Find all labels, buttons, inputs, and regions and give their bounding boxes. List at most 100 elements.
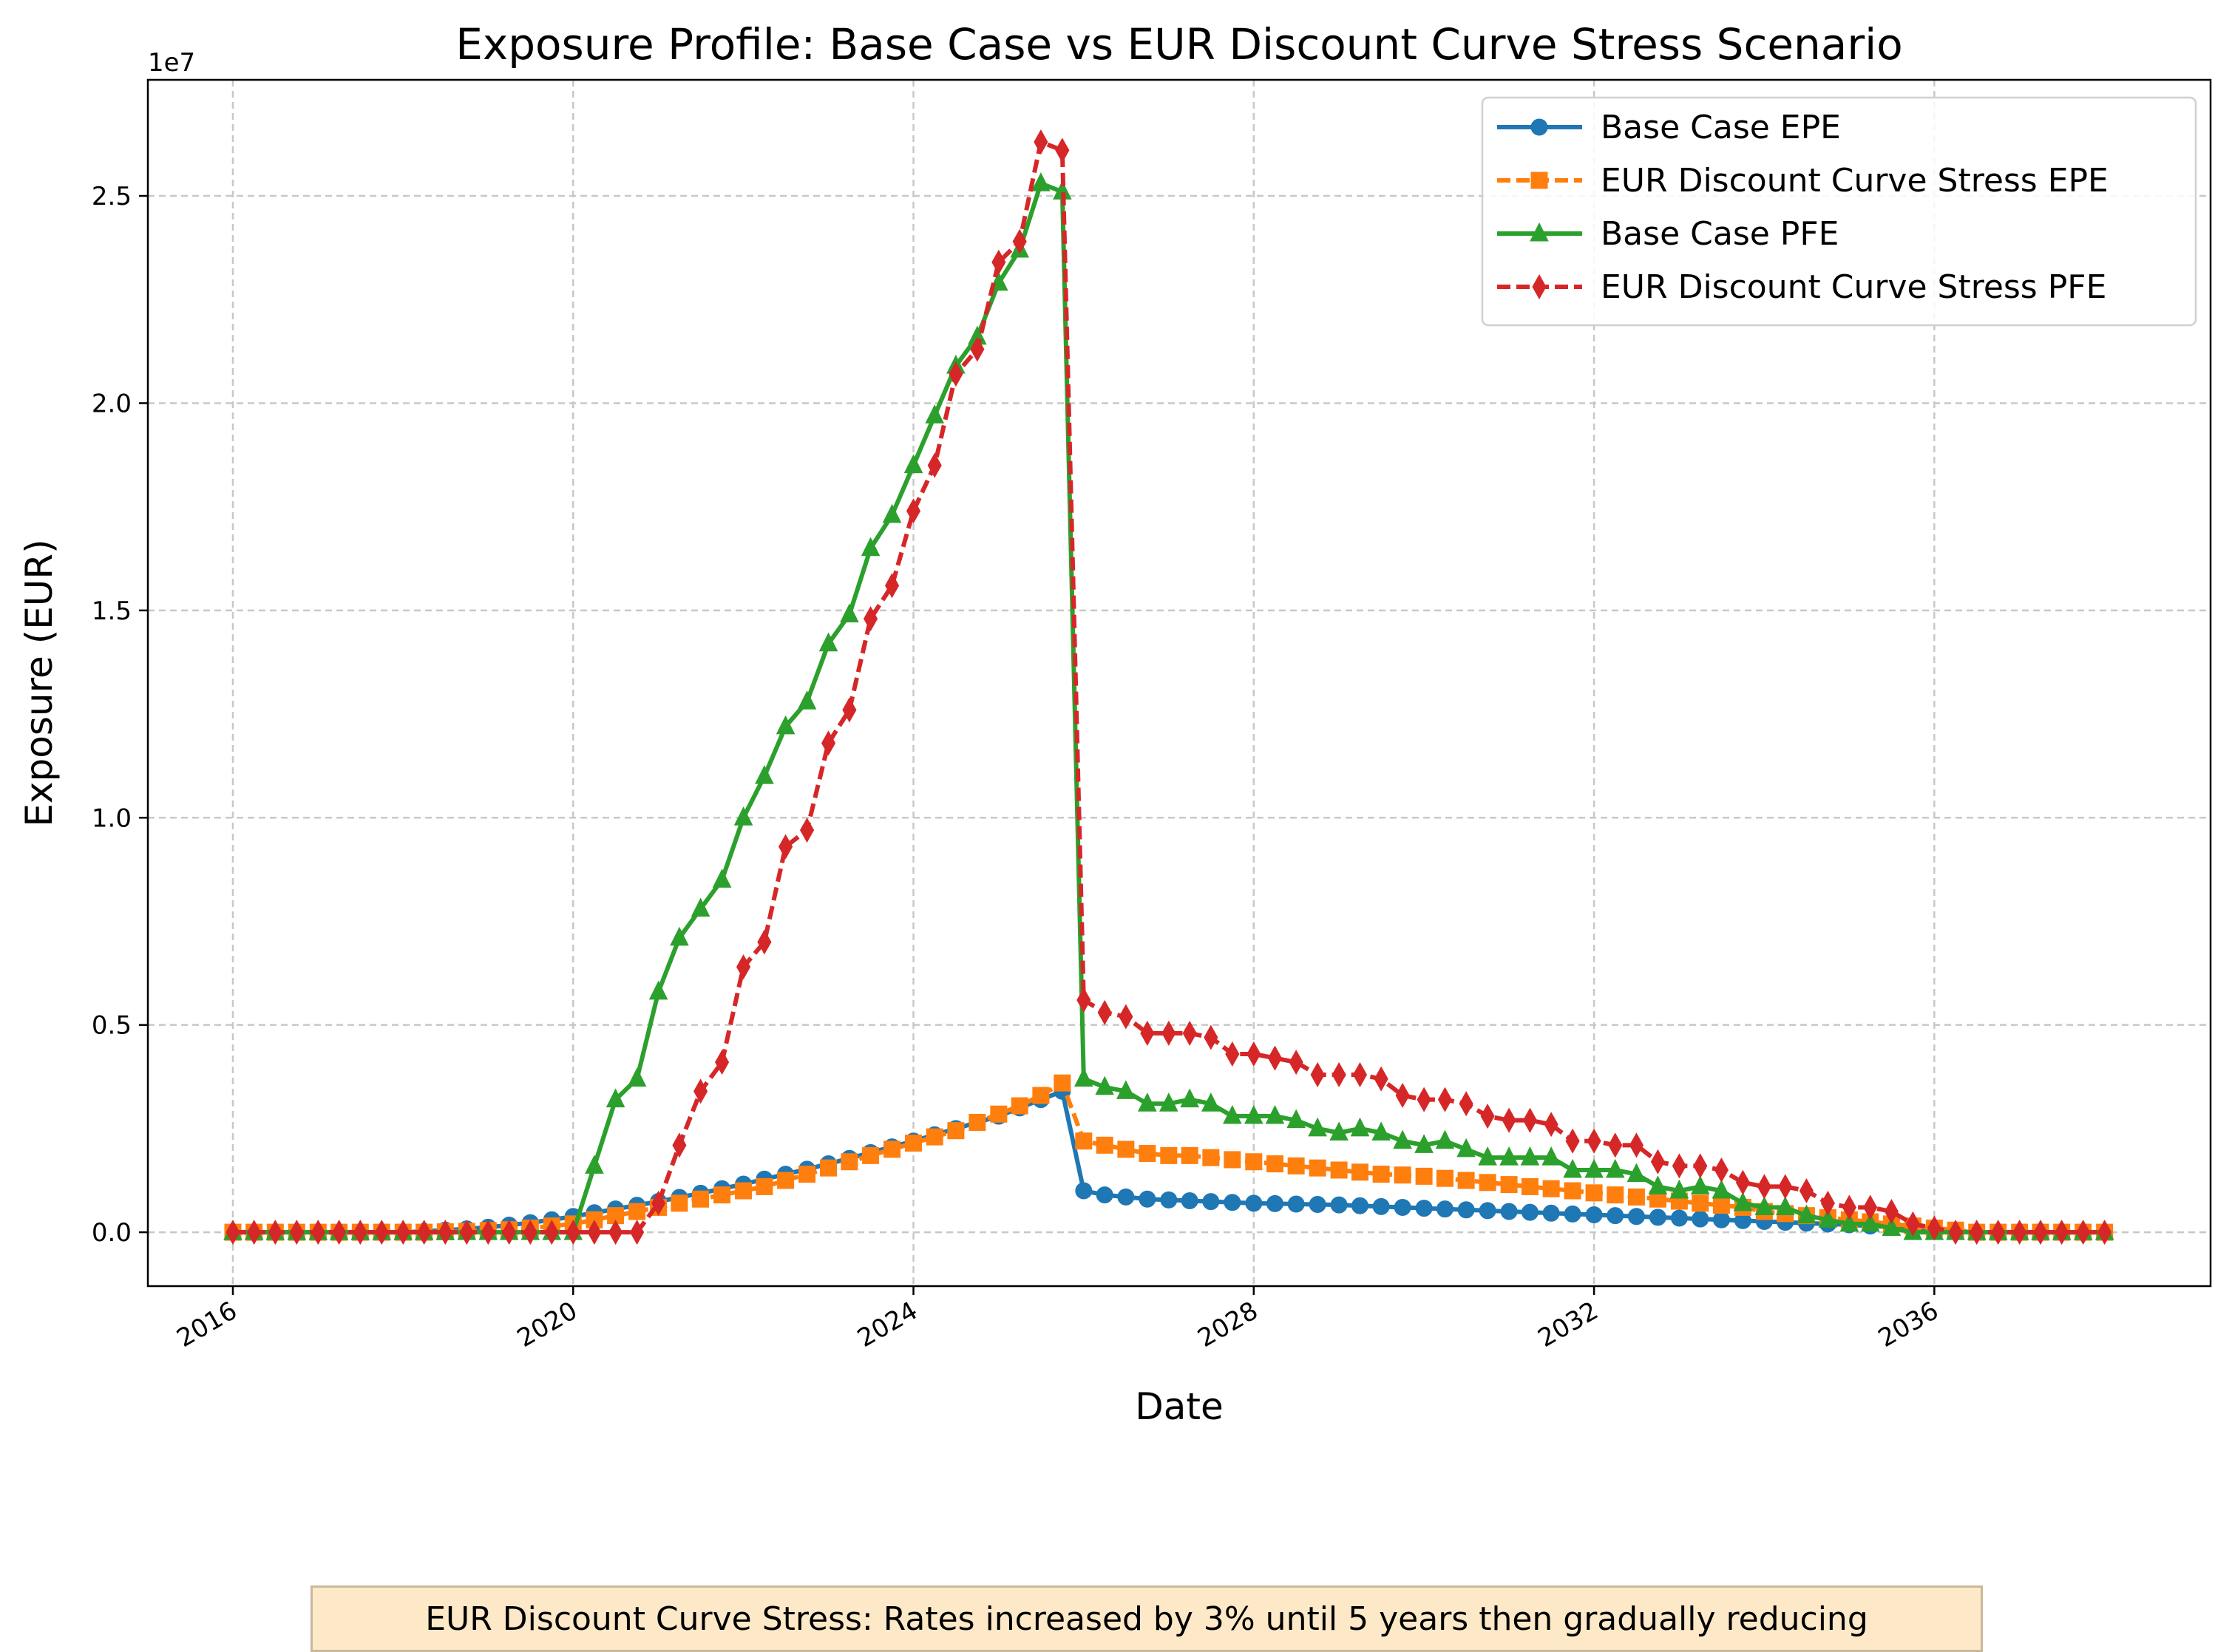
- data-point: [1754, 1196, 1774, 1215]
- data-point: [777, 1172, 795, 1189]
- y-tick-label: 1.0: [92, 803, 132, 833]
- data-point: [1096, 1136, 1113, 1154]
- data-point: [1585, 1206, 1603, 1224]
- data-point: [1626, 1163, 1646, 1183]
- data-point: [1839, 1212, 1859, 1232]
- data-point: [991, 249, 1006, 275]
- data-point: [670, 926, 689, 946]
- legend-marker: [1530, 118, 1548, 136]
- x-tick-label: 2028: [1193, 1296, 1263, 1353]
- data-point: [1459, 1091, 1473, 1117]
- data-point: [776, 715, 796, 735]
- data-point: [566, 1220, 580, 1245]
- data-point: [2033, 1220, 2048, 1245]
- data-point: [1480, 1104, 1495, 1129]
- data-point: [712, 869, 732, 888]
- data-point: [925, 404, 945, 424]
- data-point: [1286, 1109, 1306, 1129]
- data-point: [268, 1220, 282, 1245]
- data-point: [1649, 1209, 1666, 1226]
- data-point: [1054, 1074, 1071, 1092]
- data-point: [1692, 1210, 1709, 1228]
- data-point: [970, 336, 985, 362]
- data-point: [903, 454, 923, 474]
- data-point: [1266, 1155, 1283, 1173]
- data-point: [1670, 1209, 1688, 1227]
- data-point: [736, 954, 751, 980]
- data-point: [585, 1155, 604, 1174]
- data-point: [1842, 1194, 1856, 1220]
- x-tick-label: 2020: [512, 1296, 583, 1353]
- data-point: [1011, 1097, 1028, 1115]
- y-tick-label: 0.0: [92, 1218, 132, 1248]
- data-point: [1075, 1182, 1093, 1200]
- data-point: [1246, 1041, 1261, 1067]
- data-point: [1308, 1117, 1327, 1137]
- data-point: [1350, 1117, 1370, 1137]
- data-point: [1159, 1092, 1178, 1112]
- data-point: [1714, 1157, 1729, 1183]
- data-point: [1500, 1203, 1518, 1220]
- y-tick-label: 1.5: [92, 596, 132, 626]
- data-point: [1927, 1215, 1941, 1241]
- data-point: [608, 1220, 623, 1245]
- data-point: [1202, 1193, 1220, 1211]
- data-point: [840, 603, 859, 622]
- data-point: [1075, 1132, 1093, 1150]
- data-point: [927, 452, 942, 478]
- data-point: [1775, 1196, 1795, 1215]
- data-point: [2055, 1220, 2069, 1245]
- legend-label: Base Case EPE: [1601, 109, 1841, 146]
- data-point: [651, 1190, 666, 1216]
- data-point: [1457, 1201, 1475, 1219]
- data-point: [332, 1220, 347, 1245]
- x-tick-label: 2024: [852, 1296, 923, 1353]
- legend-marker: [1530, 222, 1549, 242]
- data-point: [1371, 1121, 1391, 1141]
- data-point: [863, 606, 878, 632]
- data-point: [671, 1194, 688, 1212]
- data-point: [1119, 1004, 1133, 1030]
- data-point: [1948, 1220, 1963, 1245]
- data-point: [1309, 1196, 1326, 1214]
- data-point: [1332, 1061, 1346, 1087]
- data-point: [502, 1220, 517, 1245]
- data-point: [1712, 1211, 1730, 1228]
- data-point: [1502, 1107, 1516, 1133]
- data-point: [1351, 1197, 1368, 1214]
- data-point: [1181, 1146, 1198, 1164]
- series-triangle: [223, 172, 2114, 1240]
- data-point: [374, 1220, 389, 1245]
- legend: Base Case EPE EUR Discount Curve Stress E…: [1481, 96, 2197, 327]
- data-point: [1138, 1092, 1157, 1112]
- data-point: [1564, 1205, 1581, 1223]
- y-offset-label: 1e7: [148, 48, 195, 78]
- y-tick-label: 0.5: [92, 1011, 132, 1041]
- data-point: [1669, 1179, 1689, 1199]
- data-point: [1182, 1020, 1197, 1046]
- data-point: [523, 1220, 537, 1245]
- data-point: [1456, 1138, 1476, 1158]
- data-point: [1542, 1180, 1560, 1197]
- legend-marker: [1532, 273, 1547, 300]
- data-point: [1884, 1199, 1899, 1225]
- data-point: [1352, 1061, 1368, 1087]
- data-point: [733, 806, 753, 826]
- data-point: [692, 1190, 710, 1208]
- data-point: [947, 1122, 965, 1140]
- data-point: [1435, 1129, 1455, 1149]
- data-point: [1245, 1153, 1263, 1171]
- data-point: [926, 1128, 943, 1146]
- data-point: [1032, 1087, 1050, 1104]
- data-point: [247, 1220, 262, 1245]
- data-point: [884, 573, 900, 599]
- data-point: [1627, 1208, 1645, 1226]
- data-point: [1650, 1149, 1665, 1175]
- data-point: [1587, 1128, 1601, 1154]
- data-point: [1564, 1182, 1581, 1200]
- data-point: [821, 730, 836, 756]
- data-point: [1374, 1066, 1388, 1092]
- data-point: [841, 1153, 858, 1171]
- data-point: [1223, 1104, 1242, 1124]
